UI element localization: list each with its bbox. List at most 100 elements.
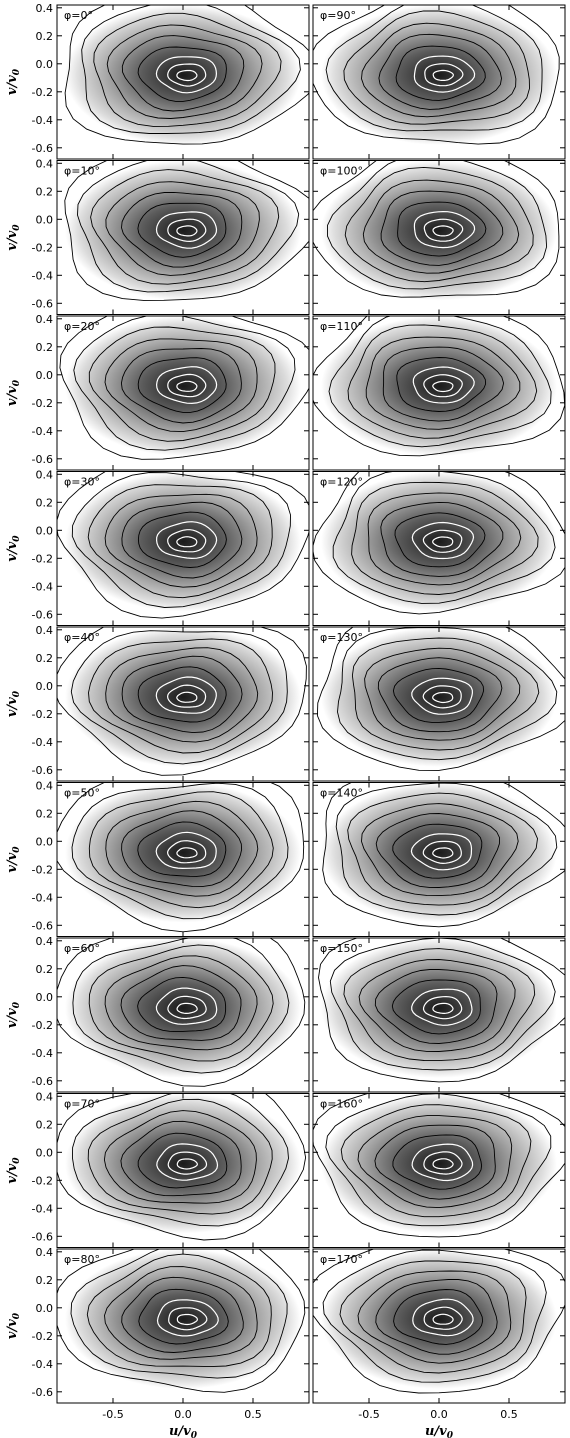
contour-level-7 [423, 1151, 463, 1175]
contour-level-1 [332, 471, 556, 604]
contour-level-4 [374, 1124, 496, 1200]
contour-level-0 [57, 782, 305, 933]
contour-level-6 [156, 1143, 219, 1181]
density-shade [321, 627, 557, 767]
x-tick-label: 0.5 [244, 1408, 262, 1421]
contour-level-2 [88, 638, 273, 754]
y-tick-label: -0.4 [32, 114, 53, 127]
contour-level-8 [176, 691, 198, 703]
contour-level-7 [167, 529, 207, 553]
contour-level-1 [71, 472, 291, 608]
y-tick-label: 0.2 [36, 30, 54, 43]
contour-level-8 [176, 1158, 198, 1170]
y-tick-label: 0.0 [36, 1146, 54, 1159]
panel-label: φ=0° [64, 9, 93, 22]
contour-level-3 [104, 493, 258, 588]
contour-level-3 [365, 336, 521, 430]
contour-level-7 [167, 995, 207, 1020]
y-tick-label: 0.2 [36, 1118, 54, 1131]
contour-level-3 [364, 647, 521, 741]
contour-level-6 [155, 676, 217, 714]
contour-level-6 [155, 56, 218, 94]
contour-level-7 [167, 1151, 208, 1175]
contour-level-5 [392, 667, 485, 723]
contour-level-8 [176, 847, 198, 859]
contour-level-4 [380, 190, 504, 266]
contour-level-6 [411, 521, 475, 560]
contour-level-0 [57, 938, 306, 1087]
contour-level-7 [423, 1306, 463, 1330]
density-shade [321, 938, 557, 1078]
y-tick-label: 0.2 [36, 341, 54, 354]
y-tick-label: -0.2 [32, 86, 53, 99]
density-shade [65, 1249, 301, 1389]
contour-level-3 [104, 955, 258, 1051]
contour-level-4 [121, 35, 245, 112]
contour-level-6 [413, 55, 476, 93]
contour-level-2 [93, 12, 282, 127]
y-tick-label: -0.6 [32, 1230, 53, 1243]
y-tick-label: -0.6 [32, 1075, 53, 1088]
contour-level-8 [176, 380, 198, 392]
y-tick-label: -0.4 [32, 1202, 53, 1215]
y-tick-label: 0.2 [36, 496, 54, 509]
panel-content [313, 316, 565, 457]
contour-level-7 [168, 1307, 208, 1331]
panel-content [64, 160, 309, 301]
contour-level-7 [167, 63, 207, 87]
panel-content [57, 471, 309, 619]
y-tick-label: -0.2 [32, 397, 53, 410]
contour-level-6 [410, 833, 473, 871]
y-tick-label: 0.4 [36, 1090, 54, 1103]
contour-level-7 [167, 218, 207, 243]
contour-level-8 [432, 847, 454, 859]
panel-label: φ=90° [320, 9, 356, 22]
contour-level-2 [86, 1253, 272, 1368]
contour-level-6 [412, 1298, 474, 1337]
contour-level-8 [176, 69, 198, 82]
y-tick-label: -0.2 [32, 1174, 53, 1187]
panel-content [316, 627, 565, 771]
y-axis-label-subscript: 0 [12, 1312, 22, 1319]
y-tick-label: 0.0 [36, 835, 54, 848]
contour-level-1 [328, 316, 552, 448]
y-tick-label: -0.4 [32, 736, 53, 749]
panel-content [313, 471, 565, 615]
density-shade [65, 1093, 301, 1234]
contour-level-8 [176, 1313, 199, 1326]
contour-level-6 [411, 1143, 474, 1182]
panel-phi-100: φ=100° [312, 160, 566, 315]
density-shade [65, 471, 301, 612]
contour-level-0 [313, 471, 565, 615]
x-axis-label-subscript: 0 [191, 1431, 198, 1438]
x-tick-label: 0.5 [500, 1408, 518, 1421]
contour-level-0 [313, 160, 560, 298]
x-tick-label: -0.5 [102, 1408, 123, 1421]
contour-level-7 [166, 684, 207, 708]
density-shade [321, 1249, 557, 1389]
panel-label: φ=20° [64, 320, 100, 333]
contour-level-3 [105, 647, 259, 743]
contour-level-4 [382, 346, 505, 422]
contour-level-7 [422, 685, 462, 709]
panel-phi-150: φ=150° [312, 937, 566, 1093]
contour-level-8 [432, 69, 454, 81]
y-axis-label: v/v0 [5, 1157, 22, 1184]
contour-level-1 [337, 627, 558, 761]
y-tick-label: 0.0 [36, 680, 54, 693]
panel-phi-80: 0.4 0.2 0.0 -0.2 -0.4 -0.6 v/v0 -0.5 0.0 0.5 u/v0 φ… [5, 1246, 310, 1438]
contour-level-5 [137, 666, 227, 723]
contour-level-2 [347, 792, 538, 906]
y-tick-label: 0.4 [36, 468, 54, 481]
y-axis-label: v/v0 [5, 535, 22, 562]
contour-level-1 [335, 782, 558, 916]
contour-level-1 [72, 1093, 289, 1227]
contour-level-3 [103, 1110, 257, 1204]
contour-level-8 [432, 380, 454, 393]
contour-level-3 [105, 800, 259, 897]
contour-level-0 [64, 5, 309, 145]
contour-level-3 [358, 959, 516, 1052]
x-tick-label: -0.5 [358, 1408, 379, 1421]
contour-level-4 [121, 655, 243, 734]
